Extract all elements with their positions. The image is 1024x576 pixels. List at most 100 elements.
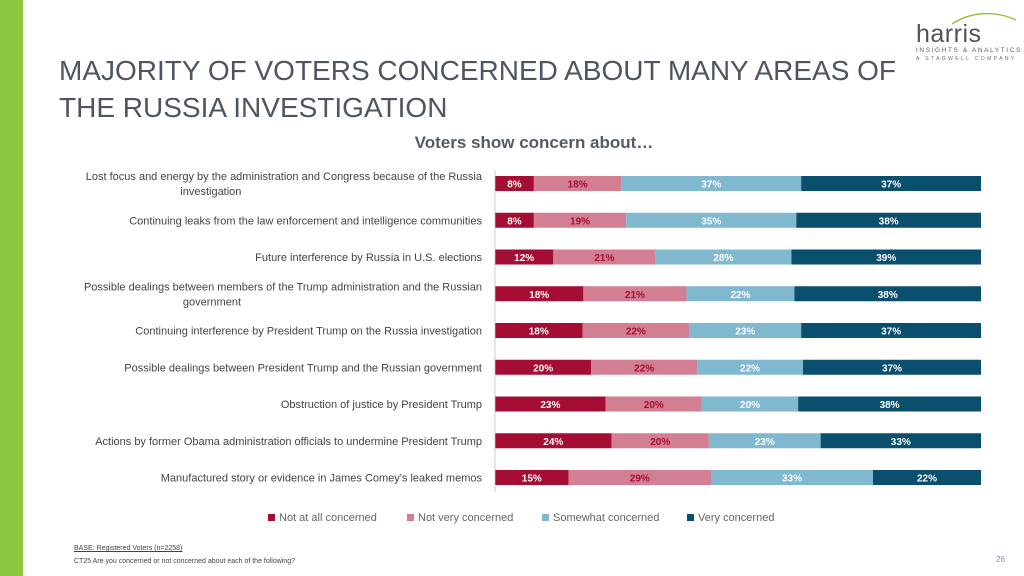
bar-segment [801,176,981,191]
legend-entry: Very concerned [698,512,774,524]
bar-segment [495,286,584,302]
data-label: 35% [701,216,721,227]
data-label: 24% [543,437,563,448]
data-label: 39% [876,253,896,264]
data-label: 18% [568,180,588,191]
legend-swatch [687,514,694,521]
data-label: 20% [650,437,670,448]
data-label: 23% [540,400,560,411]
legend-entry: Not very concerned [418,512,513,524]
bar-segment [697,359,803,375]
legend-entry: Not at all concerned [279,512,377,524]
category-label: Actions by former Obama administration o… [95,436,482,448]
data-label: 20% [740,400,760,411]
bar-segment [583,286,687,302]
logo-wordmark: harris [916,20,982,48]
page-number: 26 [996,555,1005,564]
data-label: 23% [735,327,755,338]
category-label: Future interference by Russia in U.S. el… [255,252,482,264]
bar-segment [495,212,534,228]
bar-segment [495,176,534,191]
bar-segment [655,249,792,265]
bar-segment [611,433,709,449]
bar-segment [621,176,802,191]
data-label: 38% [878,290,898,301]
category-label: Possible dealings between President Trum… [124,362,482,374]
category-label: Manufactured story or evidence in James … [161,473,483,485]
legend-swatch [542,514,549,521]
legend-entry: Somewhat concerned [553,512,659,524]
category-label: Lost focus and energy by the administrat… [86,171,483,198]
category-label-line: Future interference by Russia in U.S. el… [255,252,482,264]
data-label: 18% [529,290,549,301]
bar-segment [533,176,622,191]
data-label: 12% [514,253,534,264]
data-label: 22% [917,474,937,485]
legend-swatch [407,514,414,521]
logo-tagline: INSIGHTS & ANALYTICS [916,47,1022,54]
category-label: Continuing interference by President Tru… [135,326,482,338]
category-label-line: Continuing leaks from the law enforcemen… [129,215,482,227]
category-label-line: investigation [180,186,241,198]
bar-segment [701,396,799,412]
category-label-line: Manufactured story or evidence in James … [161,473,483,485]
category-label-line: Continuing interference by President Tru… [135,326,482,338]
bar-segment [708,433,821,449]
data-label: 37% [881,327,901,338]
logo-swoosh-icon [951,12,1017,25]
category-label-line: Actions by former Obama administration o… [95,436,482,448]
accent-side-strip [0,0,23,576]
bar-segment [820,433,981,449]
chart-title: Voters show concern about… [414,133,654,152]
data-label: 37% [882,363,902,374]
data-label: 38% [880,400,900,411]
bar-segment [801,323,981,338]
bar-segment [495,249,554,265]
bar-segment [495,396,606,412]
data-label: 28% [713,253,733,264]
data-label: 8% [507,180,522,191]
bar-segment [802,359,981,375]
data-label: 22% [730,290,750,301]
data-label: 22% [740,363,760,374]
category-label: Continuing leaks from the law enforcemen… [129,215,482,227]
data-label: 20% [644,400,664,411]
bar-segment [553,249,656,265]
data-label: 22% [634,363,654,374]
data-label: 21% [594,253,614,264]
bar-segment [711,470,873,485]
bar-segment [495,359,592,375]
bar-segment [605,396,702,412]
bar-segment [873,470,981,485]
harris-logo: harris INSIGHTS & ANALYTICS A STAGWELL C… [912,8,1020,62]
data-label: 21% [625,290,645,301]
data-label: 19% [570,216,590,227]
data-label: 29% [630,474,650,485]
bar-segment [495,323,583,338]
logo-company: A STAGWELL COMPANY [916,56,1017,62]
data-label: 20% [533,363,553,374]
data-label: 8% [507,216,522,227]
bar-segment [686,286,795,302]
data-label: 23% [755,437,775,448]
category-label-line: Possible dealings between members of the… [84,281,482,293]
footer-question-note: CT25 Are you concerned or not concerned … [74,558,296,565]
category-label-line: Obstruction of justice by President Trum… [281,399,482,411]
bar-segment [568,470,711,485]
category-label: Possible dealings between members of the… [84,281,482,308]
bar-segment [689,323,802,338]
data-label: 38% [879,216,899,227]
data-label: 22% [626,327,646,338]
category-label-line: government [183,296,241,308]
category-label-line: Lost focus and energy by the administrat… [86,171,483,183]
bar-segment [626,212,797,228]
bar-segment [796,212,981,228]
data-label: 37% [701,180,721,191]
bar-segment [794,286,981,302]
data-label: 33% [782,474,802,485]
data-label: 37% [881,180,901,191]
bar-segment [791,249,981,265]
legend-swatch [268,514,275,521]
category-label: Obstruction of justice by President Trum… [281,399,482,411]
